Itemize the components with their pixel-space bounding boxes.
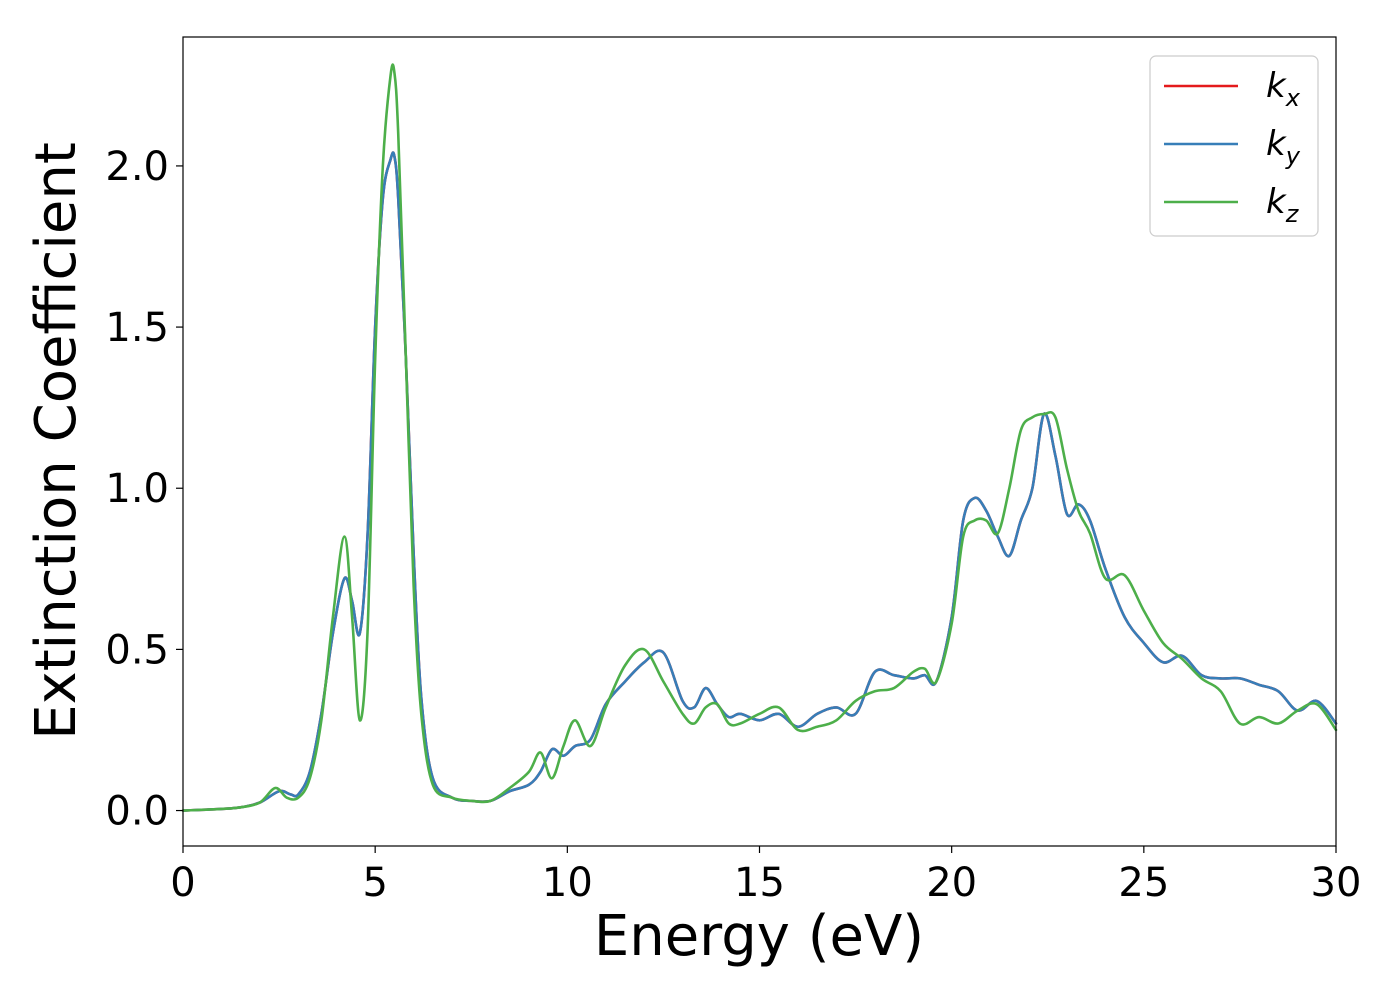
legend-label-y: ky: [1266, 124, 1301, 170]
x-tick-label: 25: [1118, 860, 1169, 906]
y-axis-title: Extinction Coefficient: [24, 142, 89, 740]
series-line-y: [181, 151, 1338, 812]
legend-box: [1149, 55, 1319, 237]
y-tick-label: 0.5: [105, 627, 169, 673]
y-tick-label: 0.0: [105, 789, 169, 835]
y-tick-label: 2.0: [105, 144, 169, 190]
series-line-z: [181, 63, 1338, 812]
y-tick-label: 1.0: [105, 466, 169, 512]
y-tick-label: 1.5: [105, 305, 169, 351]
series-layer: [181, 63, 1338, 812]
x-axis: 0 5 10 15 20 25 30: [170, 846, 1361, 906]
legend-label-x: kx: [1266, 66, 1301, 112]
legend: kx ky kz: [1149, 55, 1319, 237]
legend-label-z: kz: [1266, 182, 1300, 228]
x-tick-label: 0: [170, 860, 195, 906]
x-tick-label: 30: [1311, 860, 1362, 906]
x-tick-label: 15: [734, 860, 785, 906]
y-axis: 0.0 0.5 1.0 1.5 2.0: [105, 144, 183, 835]
x-tick-label: 20: [926, 860, 977, 906]
x-tick-label: 5: [362, 860, 387, 906]
x-axis-title: Energy (eV): [594, 904, 924, 969]
x-tick-label: 10: [542, 860, 593, 906]
